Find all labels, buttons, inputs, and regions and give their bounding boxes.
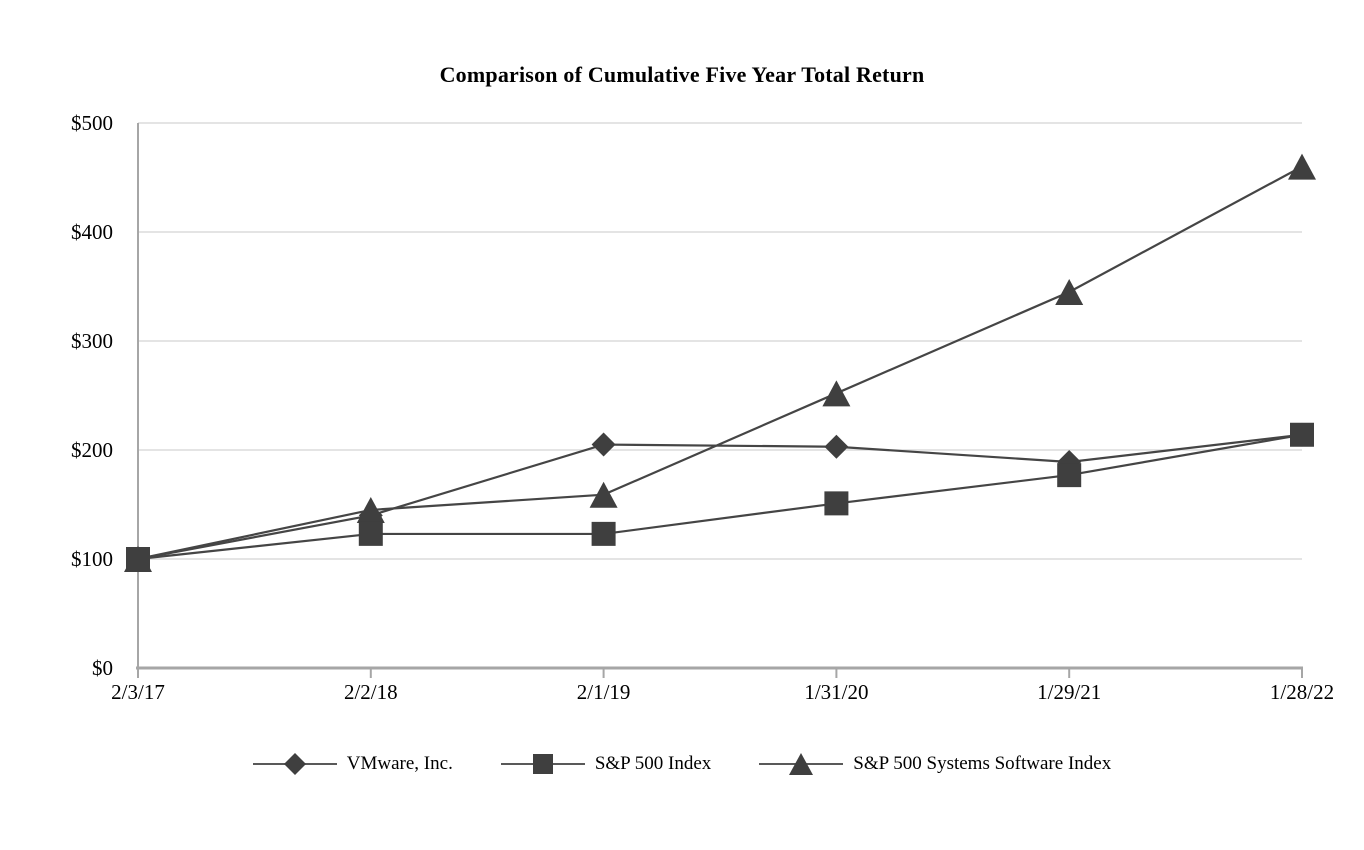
data-point-diamond-icon — [591, 432, 616, 457]
chart-title: Comparison of Cumulative Five Year Total… — [439, 62, 925, 87]
data-point-square-icon — [824, 491, 849, 516]
data-point-triangle-icon — [1055, 278, 1084, 305]
y-tick-label: $0 — [92, 656, 113, 680]
legend-item: VMware, Inc. — [252, 750, 453, 778]
data-point-triangle-icon — [356, 496, 385, 523]
legend-item: S&P 500 Index — [500, 750, 712, 778]
data-point-diamond-icon — [824, 434, 849, 459]
plot-area: $0 $100 $200 $300 $400 $500 2/3/17 2/2/18 2/1/19… — [71, 111, 1334, 704]
data-point-square-icon — [1290, 422, 1314, 447]
data-point-square-icon — [591, 521, 616, 546]
x-tick-label: 2/3/17 — [111, 680, 165, 704]
legend-label: S&P 500 Systems Software Index — [853, 753, 1112, 774]
legend-label: S&P 500 Index — [594, 753, 712, 774]
data-point-square-icon — [358, 521, 383, 546]
legend-item: S&P 500 Systems Software Index — [759, 750, 1111, 778]
legend-marker-square-icon — [500, 754, 585, 774]
y-tick-label: $300 — [71, 329, 113, 353]
series-line-triangle — [137, 165, 1303, 561]
series-line-diamond — [137, 433, 1303, 561]
data-point-square-icon — [1057, 463, 1082, 488]
x-tick-label: 2/2/18 — [344, 680, 398, 704]
legend-label: VMware, Inc. — [346, 753, 453, 774]
series-line-square — [137, 433, 1303, 561]
x-tick-label: 1/31/20 — [804, 680, 868, 704]
y-tick-label: $100 — [71, 547, 113, 571]
data-point-triangle-icon — [589, 481, 618, 508]
legend-marker-triangle-icon — [759, 753, 844, 775]
y-tick-label: $200 — [71, 438, 113, 462]
y-tick-label: $500 — [71, 111, 113, 135]
legend-marker-diamond-icon — [252, 753, 337, 775]
legend: VMware, Inc. S&P 500 Index S&P 500 Systems… — [0, 750, 1364, 778]
data-point-square-icon — [126, 547, 150, 571]
x-tick-label: 2/1/19 — [577, 680, 631, 704]
x-tick-label: 1/29/21 — [1037, 680, 1101, 704]
x-tick-label: 1/28/22 — [1270, 680, 1334, 704]
y-tick-label: $400 — [71, 220, 113, 244]
data-point-triangle-icon — [1288, 153, 1316, 180]
data-point-triangle-icon — [822, 380, 851, 407]
